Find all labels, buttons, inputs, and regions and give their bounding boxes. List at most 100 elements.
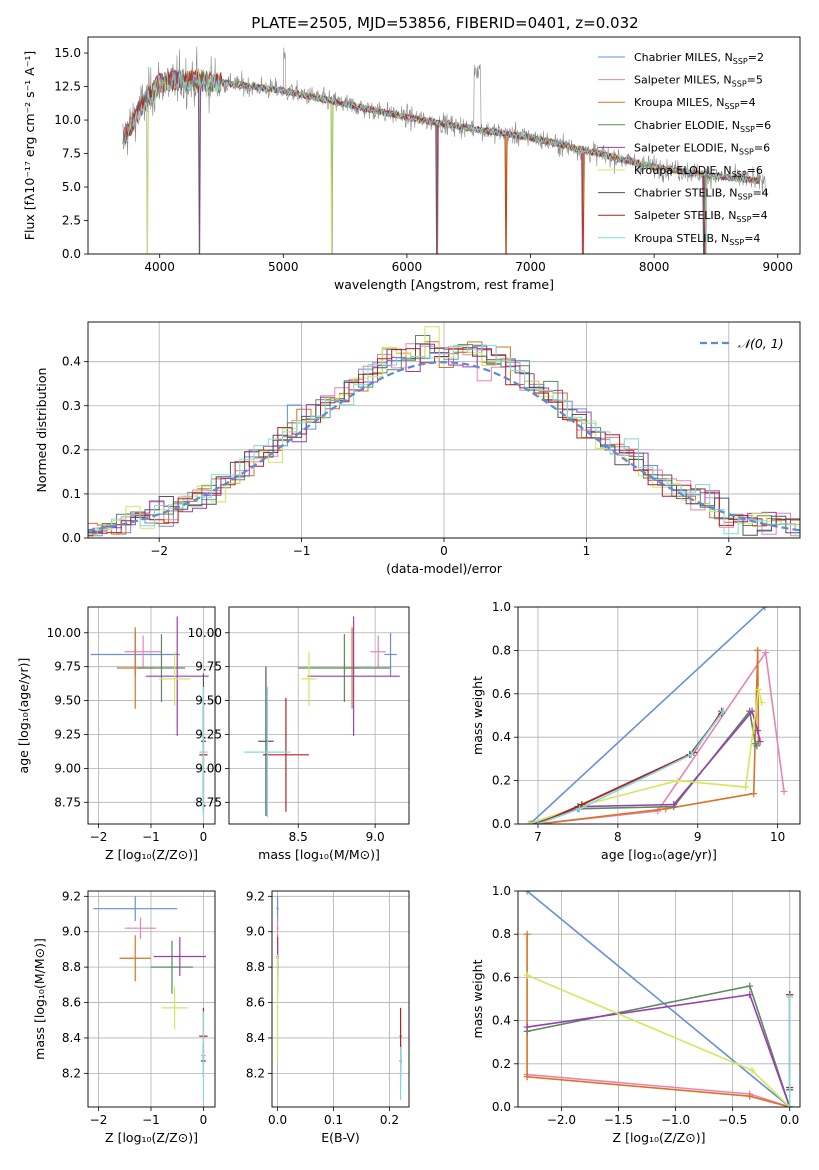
axes-frame (271, 890, 410, 1108)
x-tick-label: 1 (583, 544, 591, 558)
legend-label: Chabrier MILES, NSSP=2 (634, 51, 764, 66)
y-tick-label: 9.75 (54, 660, 81, 674)
spectrum-plot: 4000 5000 6000 7000 8000 9000 0.0 2.5 5.0 7.5 10.0… (22, 36, 801, 292)
weight-point (756, 738, 764, 746)
y-tick-label: 5.0 (62, 180, 81, 194)
y-tick-label: 0.4 (62, 355, 81, 369)
histogram-series (88, 343, 800, 532)
y-tick-label: 8.4 (246, 1031, 265, 1045)
y-tick-label: 9.0 (62, 925, 81, 939)
y-axis-label: Flux [fλ10⁻¹⁷ erg cm⁻² s⁻¹ A⁻¹] (22, 51, 37, 240)
y-tick-label: 0.2 (492, 1057, 511, 1071)
legend-label: Chabrier STELIB, NSSP=4 (634, 187, 769, 202)
ticks: 7 8 9 10 0.0 0.2 0.4 0.6 0.8 1.0 (492, 600, 785, 844)
mass-vs-metallicity-plot: −2 −1 0 8.2 8.4 8.6 8.8 9.0 9.2 Z [log₁₀(Z/Z⊙)] ma… (32, 889, 216, 1145)
x-axis-label: mass [log₁₀(M/M⊙)] (258, 847, 380, 862)
y-tick-label: 0.0 (62, 247, 81, 261)
weight-point (719, 707, 727, 715)
y-tick-label: 0.3 (62, 399, 81, 413)
histogram-series (88, 341, 800, 535)
y-tick-label: 8.6 (62, 996, 81, 1010)
axes-frame (87, 606, 216, 825)
x-tick-label: 9000 (762, 260, 793, 274)
weight-series-line (531, 709, 758, 824)
x-tick-label: 0 (200, 830, 208, 844)
weight-point (674, 777, 682, 785)
ticks: 0.0 0.1 0.2 8.2 8.4 8.6 8.8 9.0 9.2 (246, 889, 399, 1127)
ticks: 8.5 9.0 8.75 9.00 9.25 9.50 9.75 10.00 (188, 626, 385, 844)
y-tick-label: 10.0 (54, 113, 81, 127)
weight-point (753, 742, 761, 750)
weight-lines (523, 891, 794, 1107)
x-tick-label: 8 (614, 830, 622, 844)
y-tick-label: 8.6 (246, 996, 265, 1010)
x-tick-label: 9 (694, 830, 702, 844)
y-tick-label: 9.0 (246, 925, 265, 939)
histogram-series (88, 326, 800, 536)
legend-label: Kroupa ELODIE, NSSP=6 (634, 164, 763, 179)
mass-vs-ebv-plot: 0.0 0.1 0.2 8.2 8.4 8.6 8.8 9.0 9.2 E(B-V) (246, 889, 410, 1145)
weight-point (786, 993, 794, 1001)
y-tick-label: 8.2 (62, 1066, 81, 1080)
axes-frame (517, 606, 801, 825)
y-tick-label: 0.2 (492, 774, 511, 788)
x-tick-label: −2 (90, 830, 108, 844)
weight-point (748, 1066, 756, 1074)
ticks: −2 −1 0 1 2 0.0 0.1 0.2 0.3 0.4 (62, 355, 733, 558)
x-axis-label: E(B-V) (321, 1130, 360, 1145)
x-axis-label: age [log₁₀(age/yr)] (601, 847, 717, 862)
weight-point (761, 607, 769, 611)
x-tick-label: 6000 (392, 260, 423, 274)
x-tick-label: 5000 (268, 260, 299, 274)
weight-point (746, 982, 754, 990)
gridlines (88, 891, 215, 1107)
x-axis-label: Z [log₁₀(Z/Z⊙)] (613, 1130, 706, 1145)
weight-point (523, 891, 531, 895)
axes-frame (228, 606, 410, 825)
x-tick-label: 0 (200, 1113, 208, 1127)
x-tick-label: −1 (142, 1113, 160, 1127)
x-tick-label: −1.0 (661, 1113, 690, 1127)
x-tick-label: 0 (440, 544, 448, 558)
ticks: 4000 5000 6000 7000 8000 9000 0.0 2.5 5.0 7.5 10.0… (54, 46, 793, 274)
errorbars (90, 616, 209, 818)
y-tick-label: 0.1 (62, 487, 81, 501)
y-tick-label: 8.75 (195, 795, 222, 809)
x-tick-label: 9.0 (366, 830, 385, 844)
axes-frame (87, 321, 801, 539)
x-tick-label: −0.5 (718, 1113, 747, 1127)
ticks: −2 −1 0 8.2 8.4 8.6 8.8 9.0 9.2 (62, 889, 207, 1127)
histogram-steps (88, 326, 800, 537)
x-tick-label: 4000 (144, 260, 175, 274)
weight-point (523, 1073, 531, 1081)
weight-point (750, 790, 758, 798)
legend-label: Salpeter STELIB, NSSP=4 (634, 209, 768, 224)
x-tick-label: −2.0 (547, 1113, 576, 1127)
figure-title: PLATE=2505, MJD=53856, FIBERID=0401, z=0… (251, 14, 638, 32)
gaussian-curve (88, 360, 800, 532)
legend-label: 𝒩(0, 1) (738, 336, 784, 351)
weight-point (780, 787, 788, 795)
weight-point (576, 805, 584, 813)
x-tick-label: 0.0 (268, 1113, 287, 1127)
gridlines (229, 607, 409, 824)
errorbars (93, 896, 208, 1100)
y-tick-label: 0.8 (492, 927, 511, 941)
weight-point (754, 685, 762, 693)
axes-frame (87, 890, 216, 1108)
age-vs-mass-plot: 8.5 9.0 8.75 9.00 9.25 9.50 9.75 10.00 mass [log… (188, 606, 410, 862)
y-axis-label: mass weight (470, 676, 485, 755)
weight-vs-age-plot: 7 8 9 10 0.0 0.2 0.4 0.6 0.8 1.0 age [log₁₀(age/yr… (470, 600, 801, 862)
legend-label: Salpeter MILES, NSSP=5 (634, 74, 763, 89)
weight-point (762, 649, 770, 657)
y-tick-label: 1.0 (492, 600, 511, 614)
weight-point (786, 1103, 794, 1107)
x-axis-label: Z [log₁₀(Z/Z⊙)] (105, 1130, 198, 1145)
y-tick-label: 0.0 (492, 1100, 511, 1114)
weight-series-line (526, 891, 791, 1107)
y-tick-label: 8.2 (246, 1066, 265, 1080)
y-tick-label: 8.8 (246, 960, 265, 974)
histogram-series (88, 343, 800, 536)
x-tick-label: 2 (725, 544, 733, 558)
